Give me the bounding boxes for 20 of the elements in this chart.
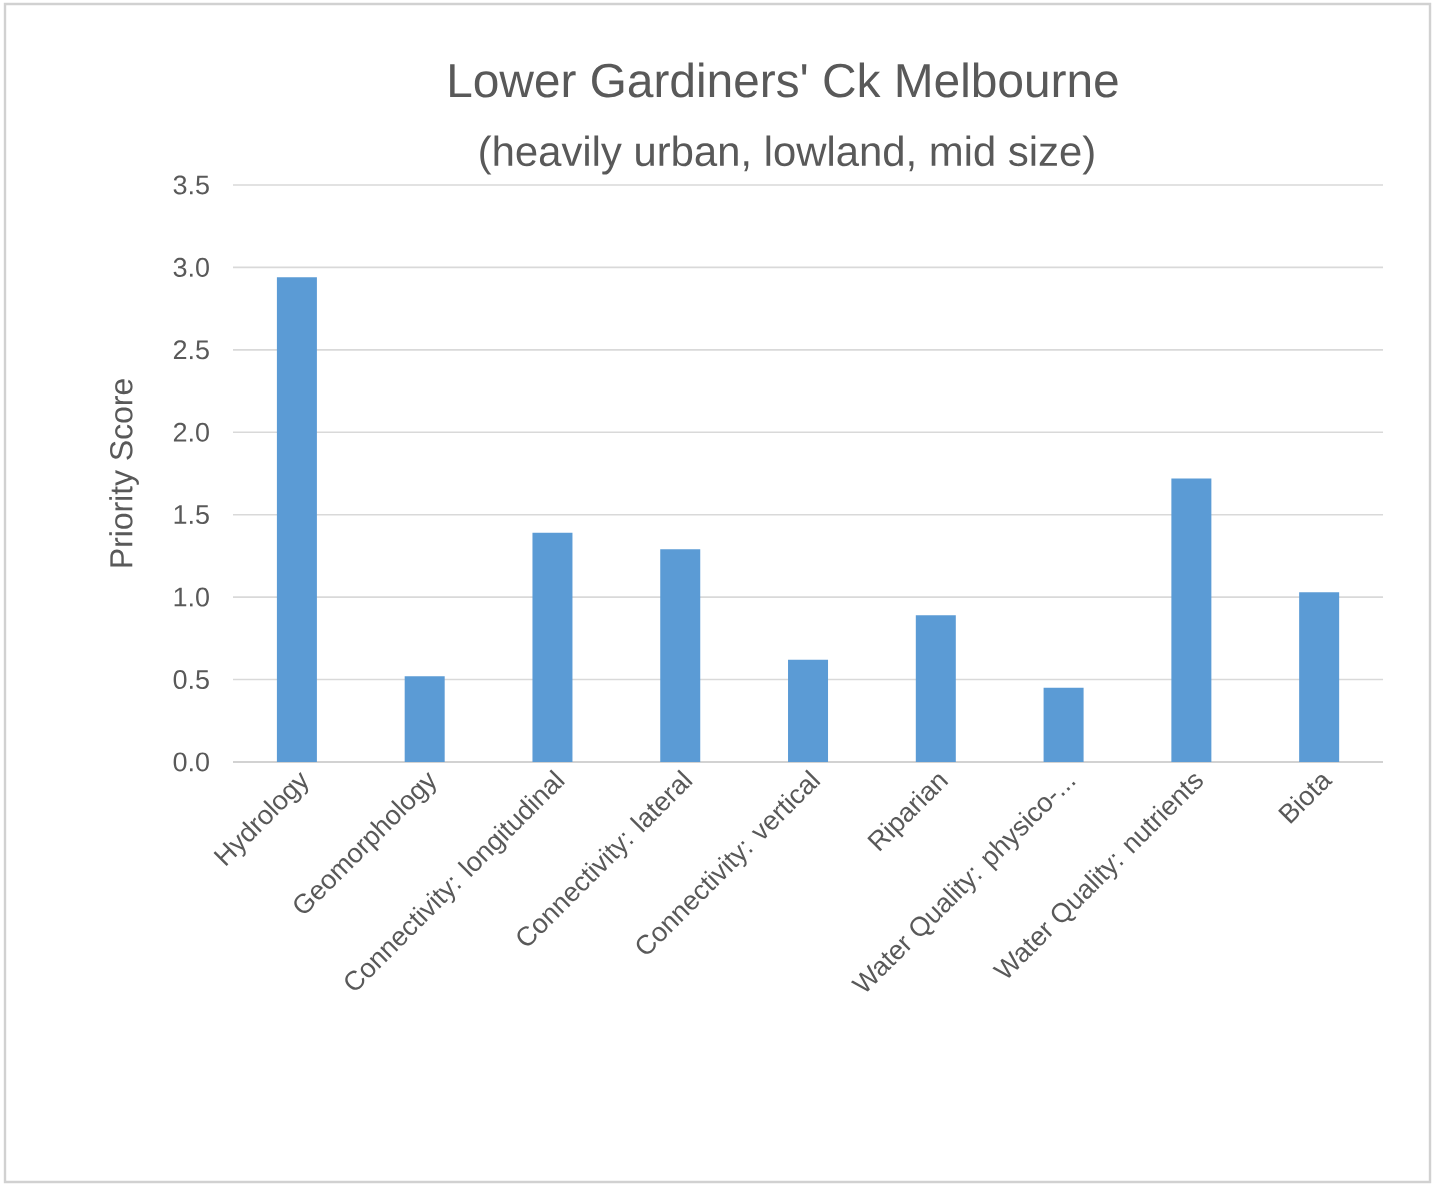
bar <box>788 659 829 762</box>
bar <box>660 549 701 762</box>
bar <box>915 615 956 762</box>
y-tick-label: 2.0 <box>173 422 209 442</box>
chart-subtitle: (heavily urban, lowland, mid size) <box>480 135 1094 175</box>
y-tick-label: 0.0 <box>173 752 209 772</box>
bar <box>1043 687 1084 762</box>
bar <box>1171 478 1212 762</box>
bar <box>1299 592 1340 762</box>
y-tick-label: 1.0 <box>174 587 209 607</box>
y-tick-label: 3.5 <box>173 175 209 195</box>
y-tick-label: 1.5 <box>174 505 209 525</box>
chart-title: Lower Gardiners' Ck Melbourne <box>450 62 1118 98</box>
bar <box>276 277 317 762</box>
y-tick-label: 0.5 <box>173 670 209 690</box>
y-tick-label: 3.0 <box>173 257 209 277</box>
bar <box>404 676 445 762</box>
y-axis-title: Priority Score <box>109 379 139 567</box>
bar <box>532 532 573 762</box>
y-tick-label: 2.5 <box>173 340 209 360</box>
